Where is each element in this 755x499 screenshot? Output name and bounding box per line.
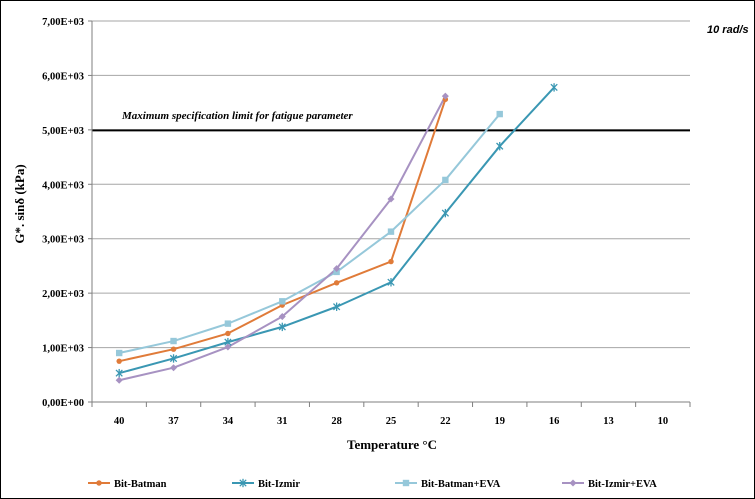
point-marker (224, 343, 232, 351)
point-marker (239, 478, 247, 488)
grid-layer (92, 20, 690, 349)
x-tick-label: 16 (549, 416, 560, 427)
x-tick-label: 40 (114, 416, 125, 427)
point-marker (442, 176, 449, 184)
point-marker (96, 480, 102, 486)
point-marker (332, 302, 341, 311)
point-marker (170, 364, 178, 372)
legend: Bit-Batman Bit-Izmir Bit-Batman+EVA Bit-Izm… (88, 478, 657, 490)
y-tick-label: 1,00E+03 (42, 344, 84, 355)
corner-annotation: 10 rad/s (707, 24, 749, 36)
point-marker (169, 354, 178, 363)
x-tick-label: 13 (603, 416, 614, 427)
point-marker (569, 479, 577, 487)
point-marker (441, 92, 449, 100)
legend-item: Bit-Batman (88, 479, 167, 490)
point-marker (278, 313, 286, 321)
x-tick-label: 22 (440, 416, 451, 427)
point-marker (402, 479, 410, 487)
series-line (118, 113, 501, 354)
series-line (118, 99, 447, 363)
point-marker (279, 298, 286, 305)
x-tick-label: 28 (331, 416, 342, 427)
series-line (118, 95, 447, 382)
legend-label: Bit-Batman+EVA (421, 479, 501, 490)
point-marker (115, 368, 123, 378)
y-axis-title: G*. sinδ (kPa) (12, 164, 27, 243)
point-marker (550, 83, 558, 92)
point-marker (333, 265, 341, 273)
point-marker (224, 320, 232, 327)
x-tick-label: 19 (494, 416, 505, 427)
point-marker (116, 358, 122, 364)
x-tick-label: 34 (223, 416, 234, 427)
point-marker (115, 376, 123, 384)
point-marker (333, 280, 340, 286)
legend-label: Bit-Batman (114, 479, 167, 490)
legend-item: Bit-Batman+EVA (395, 479, 501, 490)
axis-layer: 0,00E+00 1,00E+03 2,00E+03 3,00E+03 4,00E+03… (42, 17, 691, 427)
series-layer (115, 83, 558, 384)
point-marker (387, 195, 395, 203)
legend-label: Bit-Izmir (258, 479, 300, 490)
y-tick-label: 4,00E+03 (42, 180, 84, 191)
x-tick-label: 10 (658, 416, 669, 427)
point-marker (441, 208, 450, 218)
point-marker (170, 346, 177, 352)
y-tick-label: 5,00E+03 (42, 126, 84, 137)
point-marker (115, 349, 123, 357)
y-tick-label: 6,00E+03 (42, 71, 84, 82)
x-tick-label: 37 (168, 416, 179, 427)
point-marker (496, 110, 503, 118)
point-marker (496, 141, 504, 151)
legend-item: Bit-Izmir+EVA (562, 479, 657, 490)
point-marker (387, 278, 395, 287)
x-tick-label: 31 (277, 416, 288, 427)
point-marker (388, 258, 394, 265)
legend-item: Bit-Izmir (232, 478, 300, 490)
point-marker (170, 337, 177, 345)
x-axis-title: Temperature °C (347, 437, 437, 452)
point-marker (387, 228, 395, 235)
y-tick-label: 0,00E+00 (42, 398, 84, 409)
limit-line-label: Maximum specification limit for fatigue … (121, 110, 353, 122)
y-tick-label: 3,00E+03 (42, 235, 84, 246)
point-marker (225, 330, 231, 337)
x-tick-label: 25 (386, 416, 397, 427)
y-tick-label: 7,00E+03 (42, 17, 84, 28)
y-tick-label: 2,00E+03 (42, 289, 84, 300)
legend-label: Bit-Izmir+EVA (588, 479, 657, 490)
point-marker (278, 322, 286, 332)
